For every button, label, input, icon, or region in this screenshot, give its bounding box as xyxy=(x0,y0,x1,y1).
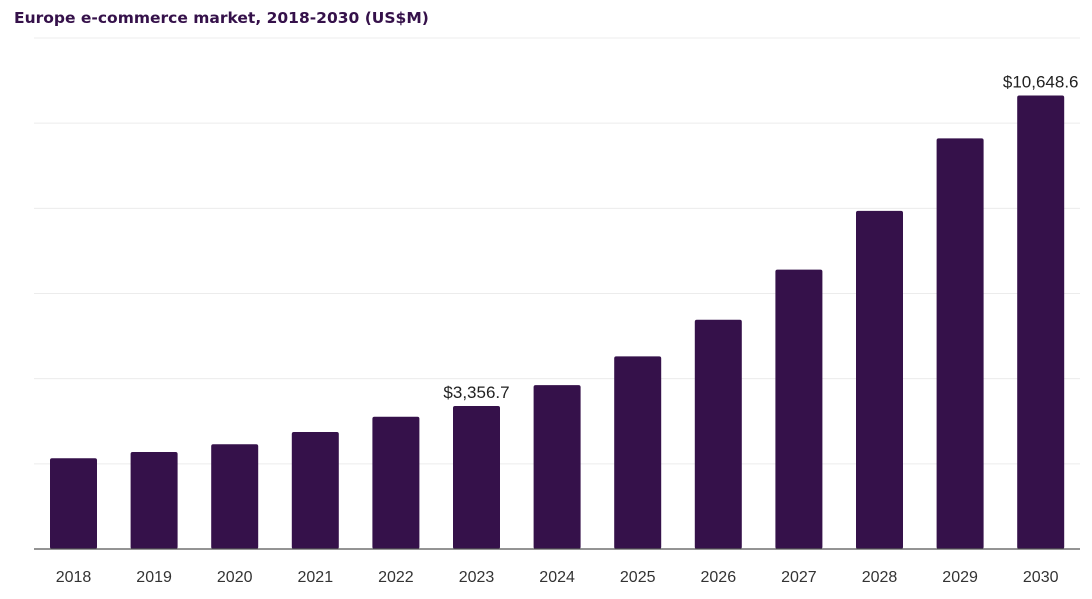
x-tick-label: 2025 xyxy=(620,569,656,586)
x-tick-label: 2019 xyxy=(136,569,172,586)
x-axis-tick-labels: 2018 2019 2020 2021 2022 2023 2024 2025 2026 2027… xyxy=(56,569,1059,586)
bars xyxy=(50,95,1065,550)
bar-2019 xyxy=(130,452,178,549)
x-tick-label: 2030 xyxy=(1023,569,1059,586)
bar-2024 xyxy=(533,385,581,549)
bar-2026 xyxy=(694,319,742,549)
data-labels: $3,356.7 $10,648.6 xyxy=(443,73,1078,403)
data-label-2030: $10,648.6 xyxy=(1003,73,1079,92)
bar-2029 xyxy=(936,138,984,549)
x-tick-label: 2024 xyxy=(539,569,575,586)
x-tick-label: 2028 xyxy=(862,569,898,586)
bar-2023 xyxy=(453,406,500,549)
bar-2020 xyxy=(211,444,259,549)
x-tick-label: 2023 xyxy=(459,569,495,586)
chart-title: Europe e-commerce market, 2018-2030 (US$… xyxy=(14,9,429,27)
bar-2018 xyxy=(50,458,97,549)
x-tick-label: 2021 xyxy=(298,569,334,586)
x-tick-label: 2029 xyxy=(942,569,978,586)
x-tick-label: 2022 xyxy=(378,569,414,586)
x-tick-label: 2020 xyxy=(217,569,253,586)
x-tick-label: 2018 xyxy=(56,569,92,586)
x-tick-label: 2027 xyxy=(781,569,817,586)
bar-2030 xyxy=(1017,95,1065,549)
x-tick-label: 2026 xyxy=(701,569,737,586)
bar-2025 xyxy=(614,356,662,549)
bar-2028 xyxy=(856,210,903,550)
bar-2027 xyxy=(775,269,823,549)
bar-2021 xyxy=(291,431,339,549)
bar-2022 xyxy=(372,416,420,549)
data-label-2023: $3,356.7 xyxy=(443,383,509,402)
